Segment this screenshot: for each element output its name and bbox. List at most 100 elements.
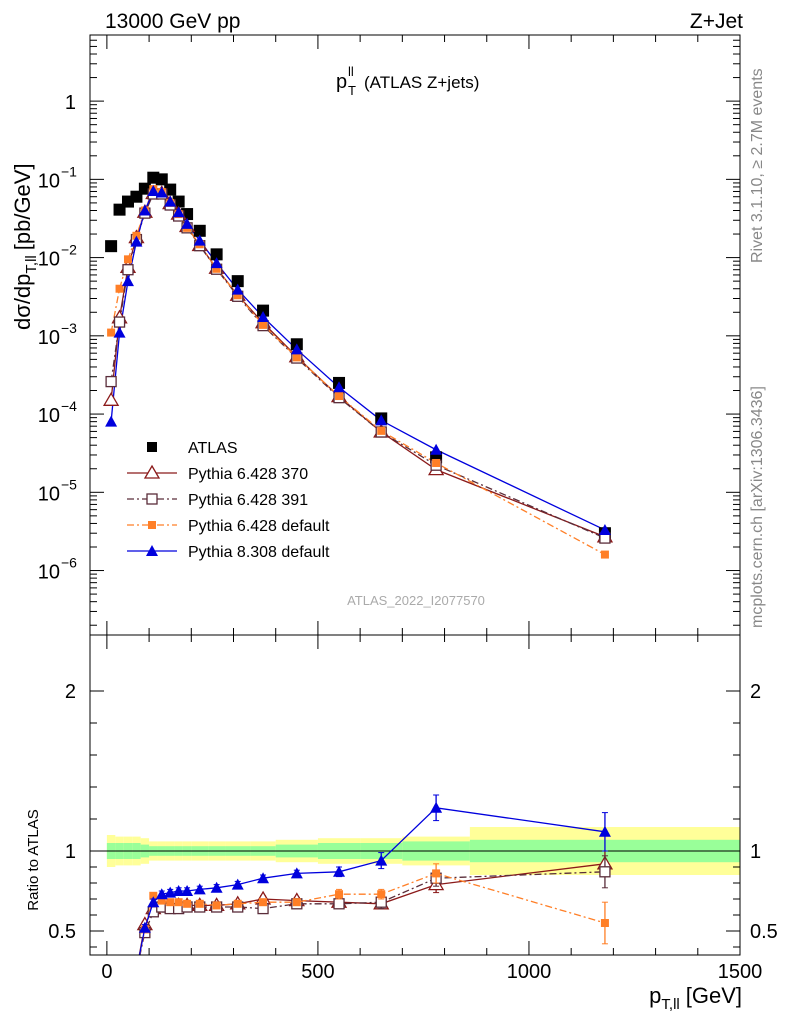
data-point-4 bbox=[130, 235, 143, 247]
legend-label: ATLAS bbox=[188, 440, 238, 457]
data-point-4 bbox=[598, 523, 611, 535]
ratio-point-3 bbox=[181, 885, 194, 896]
ratio-xtick-label: 0 bbox=[101, 961, 112, 983]
data-point-3 bbox=[432, 458, 441, 467]
main-axes: 10 −610 −510 −410 −310 −210 −11 bbox=[38, 34, 741, 635]
data-point-2 bbox=[105, 375, 117, 388]
ratio-point-2 bbox=[335, 890, 344, 899]
main-ytick-label: 10 bbox=[38, 170, 60, 192]
ratio-line-1 bbox=[139, 871, 605, 955]
main-title-sup: ll bbox=[348, 64, 354, 79]
ratio-xtick-label: 1500 bbox=[718, 961, 763, 983]
ratio-point-1 bbox=[599, 866, 611, 878]
data-point-4 bbox=[333, 381, 346, 393]
ratio-point-2 bbox=[166, 898, 175, 907]
data-point-4 bbox=[181, 217, 194, 229]
ratio-point-2 bbox=[174, 898, 183, 907]
data-point-4 bbox=[290, 343, 303, 355]
main-ytick-sup: −6 bbox=[61, 555, 77, 571]
ratio-ytick-label-right: 0.5 bbox=[750, 921, 778, 943]
ratio-point-3 bbox=[138, 921, 151, 933]
ratio-point-3 bbox=[164, 886, 177, 898]
xlabel-rest: [GeV] bbox=[686, 983, 742, 1008]
ratio-point-2 bbox=[377, 890, 386, 899]
svg-text:pT,ll[GeV]: pT,ll [GeV] bbox=[649, 983, 742, 1013]
data-point-3 bbox=[107, 328, 116, 337]
data-point-3 bbox=[292, 353, 301, 362]
ratio-point-2 bbox=[233, 899, 242, 908]
legend-label: Pythia 6.428 370 bbox=[188, 466, 308, 483]
ratio-point-3 bbox=[598, 825, 611, 837]
ratio-point-2 bbox=[195, 899, 204, 908]
ratio-ylabel: Ratio to ATLAS bbox=[25, 809, 42, 910]
legend-label: Pythia 6.428 391 bbox=[188, 492, 308, 509]
ratio-point-2 bbox=[157, 896, 166, 905]
ratio-point-2 bbox=[600, 919, 609, 927]
svg-text:dσ/dpT,ll[pb/GeV]: dσ/dpT,ll [pb/GeV] bbox=[10, 163, 40, 330]
legend-marker bbox=[146, 545, 158, 556]
ratio-axes: 0.5 0.5 1 1 2 2 0 500 1000 1500 bbox=[48, 635, 778, 983]
ratio-point-3 bbox=[172, 885, 185, 896]
ratio-point-2 bbox=[149, 891, 158, 900]
data-point-3 bbox=[600, 550, 609, 559]
legend-marker bbox=[147, 442, 157, 452]
data-point-0 bbox=[155, 173, 168, 186]
data-point-4 bbox=[231, 283, 244, 295]
ratio-frame bbox=[89, 634, 741, 956]
xlabel-sub: T,ll bbox=[661, 996, 679, 1013]
main-title-sub: T bbox=[348, 83, 356, 98]
xlabel-main: p bbox=[649, 983, 661, 1008]
data-point-4 bbox=[172, 206, 185, 218]
series-line-4 bbox=[110, 190, 606, 531]
ratio-point-3 bbox=[193, 883, 206, 895]
data-point-4 bbox=[155, 186, 168, 198]
data-point-4 bbox=[210, 257, 223, 269]
ratio-point-3 bbox=[333, 865, 346, 877]
data-point-1 bbox=[102, 391, 120, 406]
data-point-3 bbox=[212, 264, 221, 273]
main-ytick-sup: −3 bbox=[61, 320, 77, 336]
ratio-point-3 bbox=[257, 872, 270, 884]
legend-marker bbox=[148, 521, 156, 529]
main-title-p: p bbox=[336, 71, 347, 93]
header-process: Z+Jet bbox=[690, 10, 743, 33]
legend: ATLAS Pythia 6.428 370 Pythia 6.428 391 Pyt… bbox=[127, 440, 330, 561]
ratio-point-2 bbox=[432, 869, 441, 878]
ylabel-rest: [pb/GeV] bbox=[10, 163, 35, 250]
ratio-xtick-label: 1000 bbox=[507, 961, 552, 983]
data-point-3 bbox=[377, 426, 386, 435]
legend-marker bbox=[146, 493, 158, 505]
main-ytick-label: 10 bbox=[38, 405, 60, 427]
series-line-2 bbox=[110, 193, 606, 539]
main-ytick-label: 10 bbox=[38, 249, 60, 271]
data-point-2 bbox=[113, 316, 126, 328]
ylabel-sub: T,ll bbox=[23, 255, 40, 273]
main-ytick-sup: −1 bbox=[61, 163, 77, 179]
main-plot-content bbox=[102, 171, 614, 559]
ratio-point-3 bbox=[430, 801, 443, 813]
data-point-3 bbox=[259, 320, 268, 329]
ratio-point-3 bbox=[290, 867, 303, 879]
main-ytick-label: 10 bbox=[38, 483, 60, 505]
data-point-0 bbox=[210, 248, 223, 261]
data-point-2 bbox=[122, 264, 134, 276]
legend-label: Pythia 8.308 default bbox=[188, 544, 330, 561]
ratio-ytick-label: 0.5 bbox=[48, 921, 76, 943]
main-ytick-label: 1 bbox=[65, 92, 76, 114]
data-point-4 bbox=[257, 311, 270, 323]
series-line-1 bbox=[110, 192, 606, 538]
data-point-4 bbox=[430, 443, 443, 455]
ratio-point-2 bbox=[183, 899, 192, 908]
legend-label: Pythia 6.428 default bbox=[188, 518, 330, 535]
mcplots-label: mcplots.cern.ch [arXiv:1306.3436] bbox=[749, 386, 766, 628]
x-axis-title: pT,ll [GeV] bbox=[649, 983, 742, 1013]
header-energy: 13000 GeV pp bbox=[105, 10, 240, 33]
ratio-point-2 bbox=[292, 898, 301, 907]
main-title-rest: (ATLAS Z+jets) bbox=[364, 73, 479, 92]
data-point-0 bbox=[231, 275, 244, 288]
main-ytick-sup: −5 bbox=[61, 476, 77, 492]
series-line-3 bbox=[110, 188, 606, 556]
data-point-4 bbox=[147, 184, 160, 196]
main-ytick-sup: −2 bbox=[61, 242, 77, 258]
